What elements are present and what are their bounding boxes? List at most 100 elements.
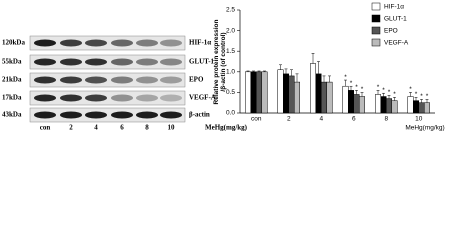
- blot-band: [136, 39, 158, 47]
- lane-label: con: [40, 124, 51, 132]
- blot-band: [60, 39, 82, 47]
- bar: [375, 94, 381, 114]
- blot-band: [34, 39, 56, 47]
- y-tick-label: 2.5: [226, 7, 235, 14]
- y-tick-label: 0.0: [226, 110, 235, 117]
- blot-band: [60, 111, 82, 119]
- blot-band: [160, 76, 182, 84]
- lane-label: 2: [69, 124, 73, 132]
- error-bar: [311, 53, 315, 64]
- x-tick-label: 6: [352, 116, 356, 123]
- blot-band: [111, 111, 133, 119]
- blot-band: [85, 58, 107, 66]
- error-bar: [257, 70, 261, 72]
- blot-band: [111, 94, 133, 102]
- bar: [326, 81, 333, 114]
- error-bar: [409, 92, 412, 97]
- y-axis-label-line: Relative protein expression: [213, 20, 220, 105]
- page: {"blot": {"markers": ["120kDa", "55kDa",…: [2, 2, 445, 132]
- blot-band: [160, 39, 182, 47]
- blot-strip: [29, 35, 186, 51]
- error-bar: [414, 97, 418, 101]
- bar: [283, 73, 289, 114]
- blot-strip: [29, 90, 186, 106]
- error-bar: [328, 75, 331, 83]
- error-bar: [382, 92, 385, 97]
- error-bar: [387, 95, 391, 99]
- significance: *: [415, 91, 418, 98]
- significance: *: [377, 84, 380, 91]
- bar: [310, 63, 316, 114]
- blot-band: [111, 76, 133, 84]
- blot-strip: [29, 72, 186, 88]
- x-tick-label: 2: [287, 116, 291, 123]
- significance: *: [355, 84, 358, 91]
- bar: [288, 75, 295, 114]
- x-tick-label: 8: [384, 116, 388, 123]
- legend-swatch: [371, 26, 381, 35]
- error-bar: [279, 64, 282, 70]
- blot-band: [34, 111, 56, 119]
- error-bar: [344, 79, 347, 87]
- error-bar: [425, 99, 429, 103]
- marker-label: 43kDa: [2, 111, 22, 119]
- blot-band: [111, 58, 133, 66]
- blot-band: [160, 111, 182, 119]
- blot-band: [111, 39, 133, 47]
- significance: *: [426, 93, 429, 100]
- legend-label: VEGF-A: [384, 40, 409, 47]
- significance: *: [344, 74, 347, 81]
- blot-band: [160, 58, 182, 66]
- blot-xlabel: MeHg(mg/kg): [205, 124, 248, 132]
- y-tick-label: 2.0: [226, 27, 235, 34]
- x-tick-label: 10: [415, 116, 423, 123]
- marker-label: 17kDa: [2, 94, 22, 102]
- blot-strip: [29, 54, 186, 70]
- blot-band: [136, 111, 158, 119]
- protein-label: GLUT-1: [189, 58, 215, 66]
- error-bar: [349, 85, 353, 91]
- blot-band: [85, 111, 107, 119]
- legend-label: GLUT-1: [384, 16, 407, 23]
- error-bar: [393, 97, 396, 101]
- bar: [386, 98, 392, 114]
- protein-label: EPO: [189, 76, 204, 84]
- marker-label: 120kDa: [2, 39, 25, 47]
- y-tick-label: 1.5: [226, 48, 235, 55]
- bar: [256, 71, 262, 114]
- significance: *: [393, 91, 396, 98]
- blot-band: [136, 76, 158, 84]
- error-bar: [420, 99, 423, 103]
- blot-band: [34, 94, 56, 102]
- legend-label: HIF-1α: [384, 4, 404, 11]
- blot-band: [34, 58, 56, 66]
- y-tick-label: 0.5: [226, 89, 235, 96]
- bar: [359, 96, 365, 114]
- bar: [413, 100, 419, 114]
- protein-label: β-actin: [189, 111, 210, 119]
- significance: *: [382, 87, 385, 94]
- y-axis-label-line: /β-actin (of control): [220, 32, 227, 91]
- error-bar: [263, 70, 266, 72]
- error-bar: [290, 69, 293, 76]
- blot-strip: [29, 107, 186, 123]
- lane-label: 6: [120, 124, 124, 132]
- blot-band: [60, 94, 82, 102]
- blot-band: [85, 39, 107, 47]
- y-tick-label: 1.0: [226, 69, 235, 76]
- legend-swatch: [371, 2, 381, 11]
- figure: MeHg(mg/kg) MeHg(mg/kg) 120kDa HIF-1α 55kD…: [2, 2, 445, 132]
- lane-label: 4: [94, 124, 98, 132]
- error-bar: [252, 70, 255, 72]
- bar: [418, 102, 425, 114]
- bar: [261, 71, 268, 114]
- error-bar: [317, 61, 320, 74]
- blot-band: [60, 58, 82, 66]
- legend-swatch: [371, 38, 381, 47]
- blot-band: [136, 94, 158, 102]
- bar: [342, 85, 349, 114]
- lane-label: 10: [168, 124, 176, 132]
- legend-swatch: [371, 14, 381, 23]
- blot-band: [60, 76, 82, 84]
- bar: [321, 81, 327, 114]
